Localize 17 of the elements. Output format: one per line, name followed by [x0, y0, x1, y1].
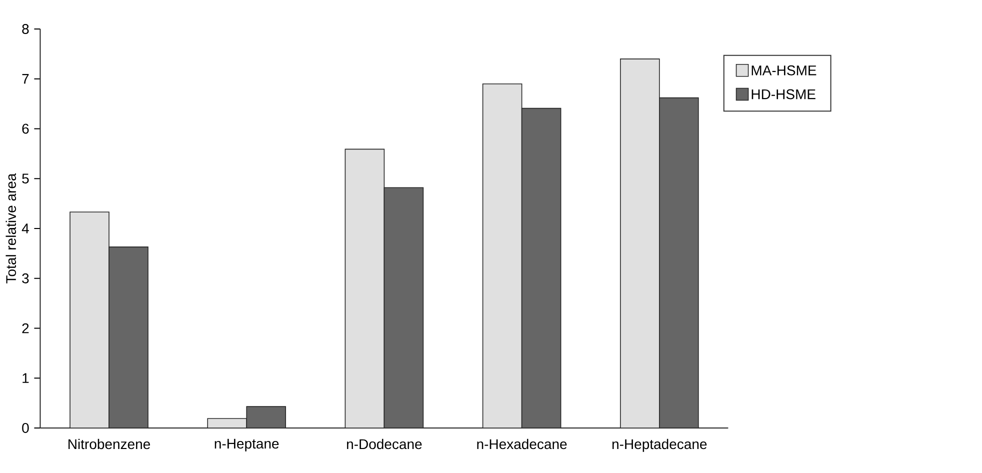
y-tick-label: 1	[22, 373, 29, 383]
x-tick-label: n-Heptadecane	[612, 438, 707, 452]
y-tick-label: 2	[22, 323, 29, 334]
y-tick-label: 0	[22, 423, 29, 433]
y-tick-label: 5	[22, 174, 29, 184]
y-tick-label: 7	[22, 74, 29, 84]
x-tick-label: n-Hexadecane	[477, 438, 567, 450]
y-tick-label: 3	[22, 273, 29, 284]
x-tick-label: Nitrobenzene	[68, 438, 150, 450]
y-axis-title: Total relative area	[6, 173, 16, 284]
legend-label: MA-HSME	[752, 65, 816, 76]
y-tick-label: 4	[22, 224, 29, 234]
x-tick-label: n-Dodecane	[346, 438, 422, 450]
y-tick-label: 8	[22, 24, 29, 34]
legend-label: HD-HSME	[752, 89, 816, 100]
x-tick-label: n-Heptane	[214, 438, 279, 452]
y-tick-label: 6	[22, 124, 29, 134]
